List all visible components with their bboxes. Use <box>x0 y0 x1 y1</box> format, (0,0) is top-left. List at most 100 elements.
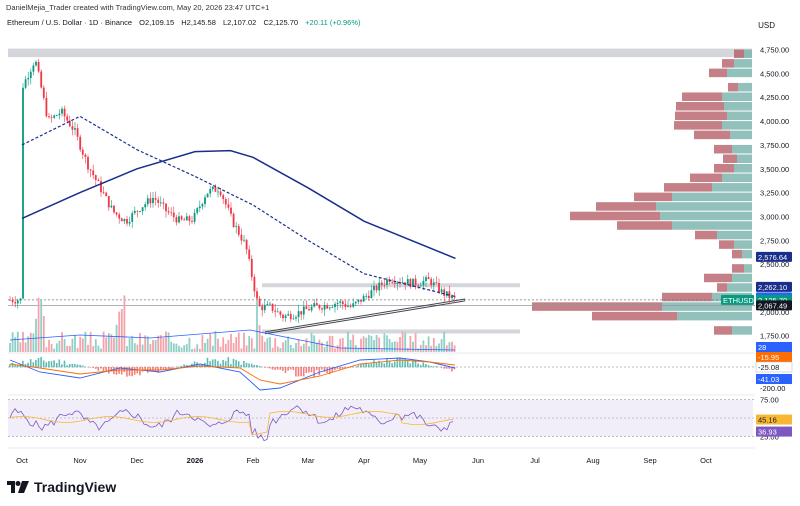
volume-bar <box>32 333 35 352</box>
volume-bar <box>92 346 95 352</box>
volume-bar <box>74 335 76 352</box>
macd-histogram-bar <box>297 367 300 377</box>
candle-body <box>193 212 196 222</box>
candle-body <box>347 306 349 307</box>
volume-bar <box>196 344 199 352</box>
macd-histogram-bar <box>71 363 74 368</box>
candle-body <box>227 204 230 208</box>
macd-histogram-bar <box>149 367 152 371</box>
macd-histogram-bar <box>378 360 380 368</box>
tradingview-logo-icon <box>7 481 29 493</box>
macd-histogram-bar <box>107 367 110 374</box>
volume-profile-bar <box>682 92 722 101</box>
price-label-text: 2,067.49 <box>758 301 787 310</box>
candle-body <box>284 315 287 319</box>
macd-histogram-bar <box>45 362 48 368</box>
candle-body <box>339 301 342 303</box>
volume-bar <box>349 339 352 352</box>
candle-body <box>440 289 443 293</box>
volume-bar <box>313 335 316 352</box>
candle-body <box>315 303 318 306</box>
volume-bar <box>451 341 453 352</box>
macd-histogram-bar <box>24 363 27 368</box>
volume-bar <box>409 335 412 352</box>
candle-body <box>445 291 448 296</box>
volume-bar <box>443 331 446 352</box>
volume-bar <box>365 337 368 352</box>
volume-bar <box>217 338 219 352</box>
macd-histogram-bar <box>183 364 185 368</box>
y-tick-label: 3,000.00 <box>760 212 789 221</box>
macd-histogram-bar <box>211 359 214 368</box>
volume-bar <box>237 332 240 352</box>
candle-body <box>310 306 313 311</box>
price-label-box <box>756 281 792 292</box>
volume-bar <box>76 347 79 352</box>
macd-histogram-bar <box>370 363 373 368</box>
zone-band <box>262 329 520 334</box>
candle-body <box>76 128 79 137</box>
candle-body <box>40 71 43 88</box>
rsi-label-box <box>756 414 792 425</box>
volume-bar <box>154 340 157 352</box>
macd-histogram-bar <box>97 367 100 371</box>
volume-bar <box>58 340 61 352</box>
volume-bar <box>404 332 407 352</box>
volume-bar <box>289 344 292 352</box>
volume-bar <box>292 348 295 352</box>
candle-body <box>167 211 170 213</box>
macd-histogram-bar <box>430 365 432 368</box>
macd-histogram-bar <box>55 363 58 368</box>
candle-body <box>42 87 45 98</box>
candle-body <box>243 239 245 241</box>
volume-profile-bar <box>695 230 717 240</box>
candle-body <box>245 239 248 250</box>
candle-body <box>84 154 87 157</box>
volume-bar <box>219 346 222 352</box>
volume-bar <box>440 339 443 352</box>
macd-histogram-bar <box>349 367 352 368</box>
candle-body <box>419 285 422 287</box>
candle-body <box>175 217 178 223</box>
volume-bar <box>146 336 149 352</box>
tradingview-logo[interactable]: TradingView <box>7 479 116 495</box>
volume-bar <box>61 332 63 352</box>
macd-histogram-bar <box>27 362 29 368</box>
macd-histogram-bar <box>224 361 227 368</box>
candle-body <box>219 191 222 196</box>
y-tick-label: 3,750.00 <box>760 141 789 150</box>
volume-bar <box>323 347 326 352</box>
volume-bar <box>308 346 310 352</box>
macd-histogram-bar <box>300 367 302 377</box>
macd-histogram-bar <box>357 365 360 368</box>
volume-profile-bar <box>732 326 752 335</box>
volume-bar <box>378 337 381 352</box>
candle-body <box>406 279 409 285</box>
candle-body <box>435 282 438 284</box>
candle-body <box>248 249 251 259</box>
macd-histogram-bar <box>235 359 237 368</box>
candle-body <box>113 205 115 213</box>
volume-profile-bar <box>596 202 656 211</box>
candle-body <box>92 170 95 176</box>
volume-bar <box>438 343 440 352</box>
candle-body <box>375 285 378 291</box>
volume-profile-bar <box>677 311 752 321</box>
macd-histogram-bar <box>128 367 131 376</box>
macd-histogram-bar <box>110 367 113 372</box>
volume-bar <box>240 348 243 352</box>
volume-bar <box>198 348 201 352</box>
candle-body <box>14 302 17 304</box>
macd-histogram-bar <box>323 367 326 372</box>
volume-bar <box>276 346 279 352</box>
macd-histogram-bar <box>167 367 170 370</box>
rsi-label-text: 45.16 <box>758 416 777 425</box>
macd-histogram-bar <box>404 358 406 368</box>
volume-profile-bar <box>674 121 722 130</box>
macd-histogram-bar <box>269 367 271 369</box>
x-tick-label: Dec <box>130 456 144 465</box>
candle-body <box>344 304 347 307</box>
currency-label: USD <box>758 21 775 30</box>
price-label-box <box>756 300 792 311</box>
